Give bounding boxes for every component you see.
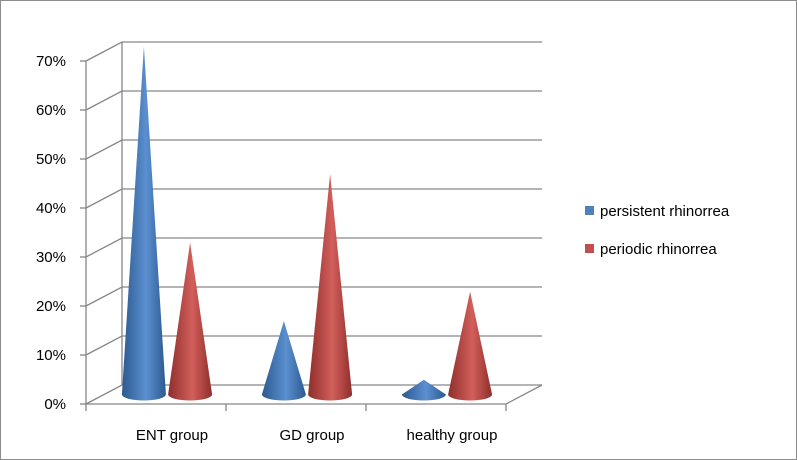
legend-label: periodic rhinorrea [600,241,717,258]
cone-mark [401,379,446,401]
cone [448,291,493,401]
y-tick-label: 30% [36,249,66,266]
gridline [85,90,542,111]
cone [401,379,446,401]
cones [121,46,493,401]
y-tick-label: 50% [36,151,66,168]
axes [80,42,543,411]
gridline [85,41,542,62]
legend-swatch [585,244,594,253]
y-tick-label: 0% [44,396,66,413]
x-tick-label: ENT group [136,427,208,444]
x-axis-ticks: ENT group GD group healthy group [136,427,498,444]
cone-mark [121,46,166,401]
cone [168,242,213,401]
cone [308,174,353,401]
legend: persistent rhinorrea periodic rhinorrea [585,203,730,258]
y-tick-label: 20% [36,298,66,315]
x-tick-label: GD group [279,427,344,444]
cone-mark [261,321,306,401]
y-tick-label: 70% [36,53,66,70]
gridline [85,139,542,160]
cone [261,321,306,401]
y-tick-label: 40% [36,200,66,217]
y-axis-ticks: 0% 10% 20% 30% 40% 50% 60% 70% [36,53,66,413]
cone [121,46,166,401]
y-tick-label: 10% [36,347,66,364]
cone-mark [308,174,353,401]
cone-mark [168,242,213,401]
legend-label: persistent rhinorrea [600,203,730,220]
legend-swatch [585,206,594,215]
cone-mark [448,291,493,401]
y-tick-label: 60% [36,102,66,119]
gridline [85,188,542,209]
x-tick-label: healthy group [407,427,498,444]
